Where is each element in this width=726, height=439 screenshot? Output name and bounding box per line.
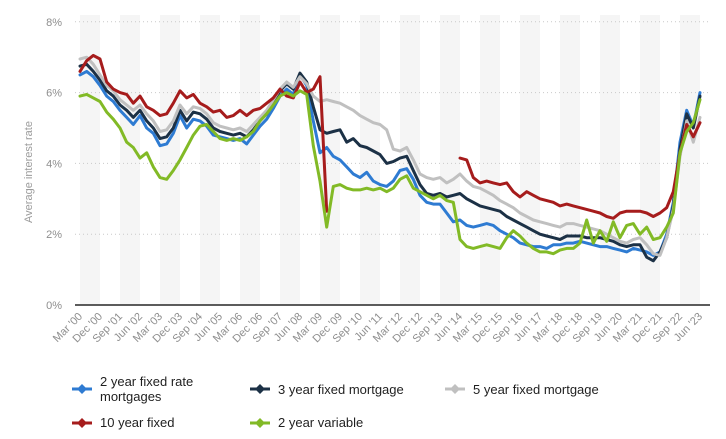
plot-band — [640, 15, 660, 305]
legend-item-5-year-fixed-mortgage[interactable]: 5 year fixed mortgage — [444, 374, 599, 404]
plot-band — [80, 15, 100, 305]
plot-band — [520, 15, 540, 305]
legend-label: 5 year fixed mortgage — [473, 381, 599, 397]
y-axis-title: Average interest rate — [23, 121, 35, 223]
legend-line-marker-icon — [250, 417, 270, 428]
legend-item-3-year-fixed-mortgage[interactable]: 3 year fixed mortgage — [249, 374, 444, 404]
legend-item-10-year-fixed[interactable]: 10 year fixed — [71, 415, 249, 430]
y-tick-label: 0% — [46, 300, 62, 312]
plot-band — [440, 15, 460, 305]
plot-band — [680, 15, 700, 305]
y-tick-label: 6% — [46, 88, 62, 100]
plot-band — [360, 15, 380, 305]
y-tick-label: 2% — [46, 229, 62, 241]
plot-band — [600, 15, 620, 305]
series-line-5-year-fixed-mortgage — [78, 55, 702, 257]
legend-item-2-year-fixed-rate-mortgages[interactable]: 2 year fixed rate mortgages — [71, 374, 249, 404]
legend-item-2-year-variable[interactable]: 2 year variable — [249, 415, 444, 430]
plot-band — [160, 15, 180, 305]
plot-band — [480, 15, 500, 305]
y-tick-label: 4% — [46, 158, 62, 170]
series-line-10-year-fixed — [458, 121, 702, 220]
series-line-2-year-variable — [78, 89, 702, 256]
y-tick-label: 8% — [46, 17, 62, 29]
legend-line-marker-icon — [445, 384, 465, 394]
legend: 2 year fixed rate mortgages 3 year fixed … — [71, 374, 599, 430]
legend-line-marker-icon — [250, 384, 270, 394]
plot-band — [280, 15, 300, 305]
series-line-2-year-fixed-rate-mortgages — [78, 69, 702, 257]
legend-line-marker-icon — [72, 417, 92, 428]
plot-band — [560, 15, 580, 305]
plot-band — [320, 15, 340, 305]
legend-label: 10 year fixed — [100, 415, 175, 430]
legend-label: 2 year fixed rate mortgages — [100, 374, 194, 404]
series-line-10-year-fixed — [78, 53, 329, 213]
plot-band — [120, 15, 140, 305]
plot-band — [200, 15, 220, 305]
legend-label: 2 year variable — [278, 415, 364, 430]
legend-line-marker-icon — [72, 384, 92, 394]
plot-band — [240, 15, 260, 305]
legend-label: 3 year fixed mortgage — [278, 381, 404, 397]
